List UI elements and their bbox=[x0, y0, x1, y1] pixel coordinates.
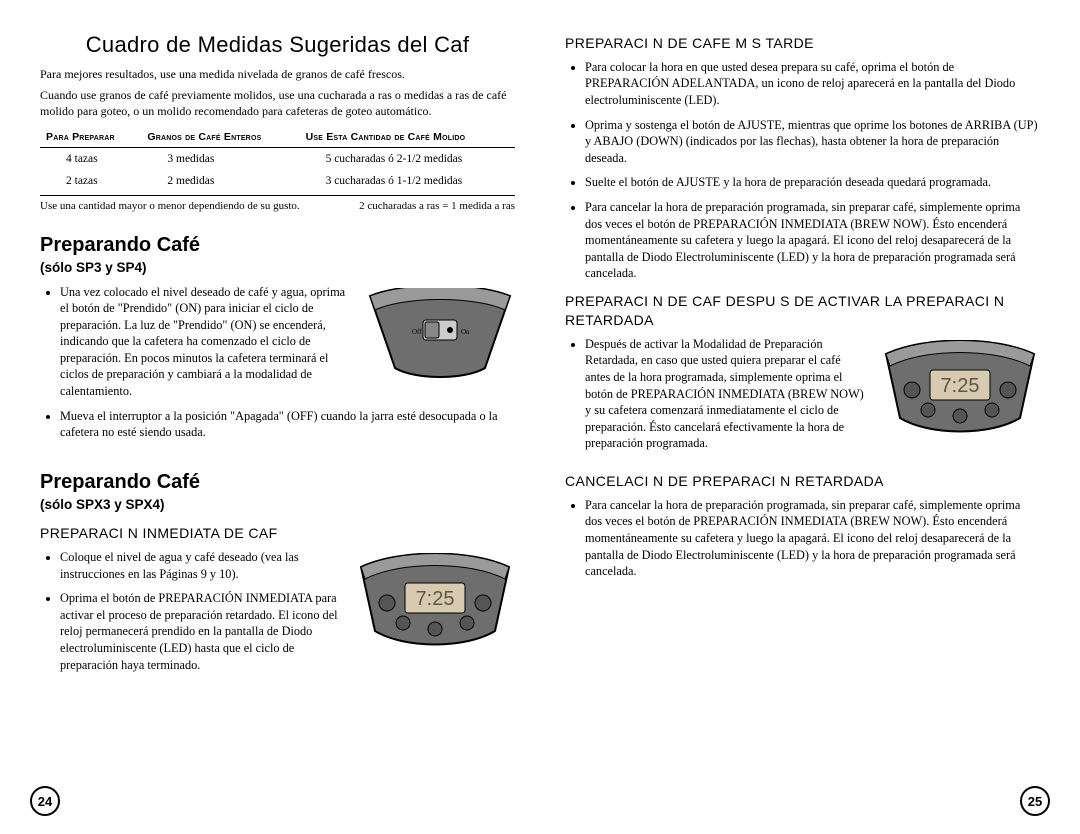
left-title: Cuadro de Medidas Sugeridas del Caf bbox=[40, 30, 515, 60]
list-item: Para cancelar la hora de preparación pro… bbox=[585, 199, 1040, 282]
prep2-sub: (sólo SPX3 y SPX4) bbox=[40, 496, 515, 514]
page-right: PREPARACI N DE CAFE M S TARDE Para coloc… bbox=[565, 30, 1040, 814]
r-sec1-heading: PREPARACI N DE CAFE M S TARDE bbox=[565, 34, 1040, 53]
page-number-left: 24 bbox=[30, 786, 60, 816]
page-number-right: 25 bbox=[1020, 786, 1050, 816]
document-spread: Cuadro de Medidas Sugeridas del Caf Para… bbox=[0, 0, 1080, 834]
table-row: 2 tazas 2 medidas 3 cucharadas ó 1-1/2 m… bbox=[40, 170, 515, 192]
prep2-heading: Preparando Café bbox=[40, 469, 515, 496]
measures-table: Para Preparar Granos de Café Enteros Use… bbox=[40, 127, 515, 191]
table-footnotes: Use una cantidad mayor o menor dependien… bbox=[40, 195, 515, 214]
lcd-time-left: 7:25 bbox=[416, 588, 455, 610]
list-item: Para cancelar la hora de preparación pro… bbox=[585, 497, 1040, 580]
list-item: Oprima y sostenga el botón de AJUSTE, mi… bbox=[585, 117, 1040, 167]
label-on: On bbox=[461, 328, 470, 336]
r-sec3-heading: CANCELACI N DE PREPARACI N RETARDADA bbox=[565, 472, 1040, 491]
th-beans: Granos de Café Enteros bbox=[141, 127, 299, 148]
switch-illustration: Off On bbox=[365, 288, 515, 378]
r-sec1-list: Para colocar la hora en que usted desea … bbox=[565, 59, 1040, 282]
th-prepare: Para Preparar bbox=[40, 127, 141, 148]
prep1-heading: Preparando Café bbox=[40, 232, 515, 259]
lcd-time-right: 7:25 bbox=[941, 375, 980, 397]
prep2-subhead: PREPARACI N INMEDIATA DE CAF bbox=[40, 524, 515, 543]
page-left: Cuadro de Medidas Sugeridas del Caf Para… bbox=[40, 30, 515, 814]
footnote-left: Use una cantidad mayor o menor dependien… bbox=[40, 199, 300, 214]
lcd-illustration-right: 7:25 bbox=[880, 340, 1040, 435]
footnote-right: 2 cucharadas a ras = 1 medida a ras bbox=[359, 199, 515, 214]
table-row: 4 tazas 3 medidas 5 cucharadas ó 2-1/2 m… bbox=[40, 148, 515, 170]
prep1-sub: (sólo SP3 y SP4) bbox=[40, 259, 515, 277]
lcd-illustration-left: 7:25 bbox=[355, 553, 515, 648]
list-item: Para colocar la hora en que usted desea … bbox=[585, 59, 1040, 109]
left-intro-2: Cuando use granos de café previamente mo… bbox=[40, 87, 515, 119]
list-item: Mueva el interruptor a la posición "Apag… bbox=[60, 408, 515, 441]
r-sec2-heading: PREPARACI N DE CAF DESPU S DE ACTIVAR LA… bbox=[565, 292, 1040, 330]
label-off: Off bbox=[412, 328, 422, 336]
th-ground: Use Esta Cantidad de Café Molido bbox=[300, 127, 515, 148]
list-item: Suelte el botón de AJUSTE y la hora de p… bbox=[585, 174, 1040, 191]
r-sec3-list: Para cancelar la hora de preparación pro… bbox=[565, 497, 1040, 580]
left-intro-1: Para mejores resultados, use una medida … bbox=[40, 66, 515, 82]
